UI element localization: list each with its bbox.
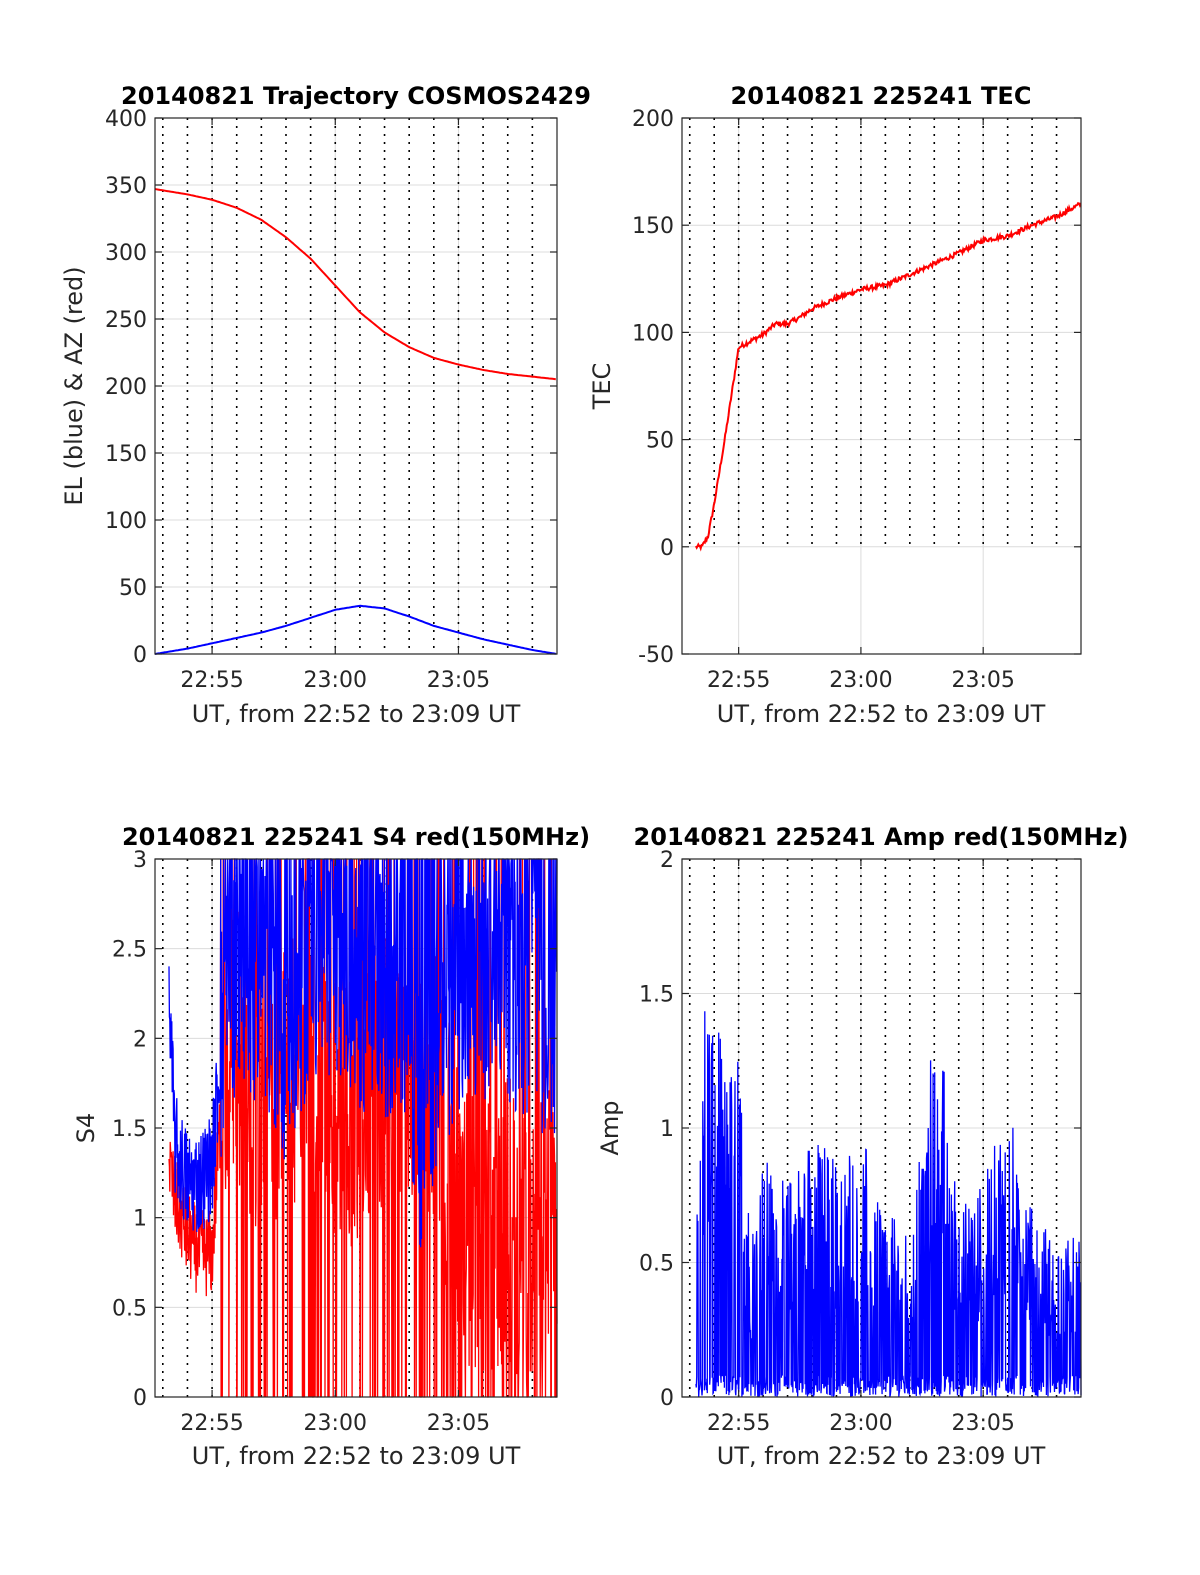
y-tick-label: 2 <box>660 848 674 873</box>
y-tick-label: 0.5 <box>639 1252 674 1277</box>
series-line-blue <box>695 1011 1082 1398</box>
chart-title: 20140821 225241 TEC <box>731 82 1032 110</box>
y-tick-label: 2 <box>133 1027 147 1052</box>
series-line-red <box>154 188 556 381</box>
series-line-red <box>695 201 1082 552</box>
x-tick-label: 23:05 <box>951 1411 1014 1436</box>
y-tick-label: 150 <box>632 214 674 239</box>
x-tick-label: 23:05 <box>427 1411 490 1436</box>
y-tick-label: 350 <box>105 174 147 199</box>
x-axis-label: UT, from 22:52 to 23:09 UT <box>192 700 521 728</box>
y-axis-label: S4 <box>72 1113 100 1144</box>
x-tick-label: 22:55 <box>180 668 243 693</box>
y-axis-label: EL (blue) & AZ (red) <box>60 266 88 505</box>
y-tick-label: 0 <box>660 536 674 561</box>
x-tick-label: 22:55 <box>707 668 770 693</box>
y-tick-label: -50 <box>638 643 674 668</box>
x-tick-label: 23:05 <box>951 668 1014 693</box>
y-tick-label: 0 <box>133 643 147 668</box>
series-line-blue <box>168 858 558 1248</box>
y-tick-label: 0 <box>660 1386 674 1411</box>
x-tick-label: 23:05 <box>427 668 490 693</box>
y-tick-label: 100 <box>632 321 674 346</box>
x-axis-label: UT, from 22:52 to 23:09 UT <box>717 1442 1046 1470</box>
plot-frame <box>681 117 1082 655</box>
s4-chart: 0 0.5 1 1.5 2 2.5 3 22:55 23:00 23:05 20140821 22… <box>72 823 590 1470</box>
y-tick-label: 0.5 <box>112 1296 147 1321</box>
x-tick-label: 23:00 <box>304 668 367 693</box>
y-tick-label: 400 <box>105 107 147 132</box>
x-tick-label: 22:55 <box>180 1411 243 1436</box>
amp-chart: 0 0.5 1 1.5 2 22:55 23:00 23:05 20140821 225241… <box>596 823 1128 1470</box>
y-tick-label: 2.5 <box>112 938 147 963</box>
y-tick-label: 250 <box>105 308 147 333</box>
y-tick-label: 300 <box>105 241 147 266</box>
y-tick-label: 200 <box>105 375 147 400</box>
x-tick-label: 23:00 <box>304 1411 367 1436</box>
x-axis-label: UT, from 22:52 to 23:09 UT <box>717 700 1046 728</box>
x-tick-label: 22:55 <box>707 1411 770 1436</box>
y-tick-label: 50 <box>119 576 147 601</box>
x-tick-label: 23:00 <box>829 668 892 693</box>
chart-title: 20140821 225241 S4 red(150MHz) <box>122 823 590 851</box>
y-tick-label: 50 <box>646 429 674 454</box>
y-tick-label: 1.5 <box>639 983 674 1008</box>
y-axis-label: TEC <box>588 363 616 411</box>
y-tick-label: 0 <box>133 1386 147 1411</box>
y-tick-label: 1 <box>133 1207 147 1232</box>
x-tick-label: 23:00 <box>829 1411 892 1436</box>
y-tick-label: 150 <box>105 442 147 467</box>
y-tick-label: 1.5 <box>112 1117 147 1142</box>
y-tick-label: 200 <box>632 107 674 132</box>
tec-chart: -50 0 50 100 150 200 22:55 23:00 23:05 20140821 … <box>588 82 1082 728</box>
y-axis-label: Amp <box>596 1100 624 1155</box>
y-tick-label: 100 <box>105 509 147 534</box>
y-tick-label: 1 <box>660 1117 674 1142</box>
chart-title: 20140821 225241 Amp red(150MHz) <box>634 823 1129 851</box>
y-tick-label: 3 <box>133 848 147 873</box>
chart-title: 20140821 Trajectory COSMOS2429 <box>121 82 591 110</box>
x-axis-label: UT, from 22:52 to 23:09 UT <box>192 1442 521 1470</box>
series-line-blue <box>154 604 556 655</box>
